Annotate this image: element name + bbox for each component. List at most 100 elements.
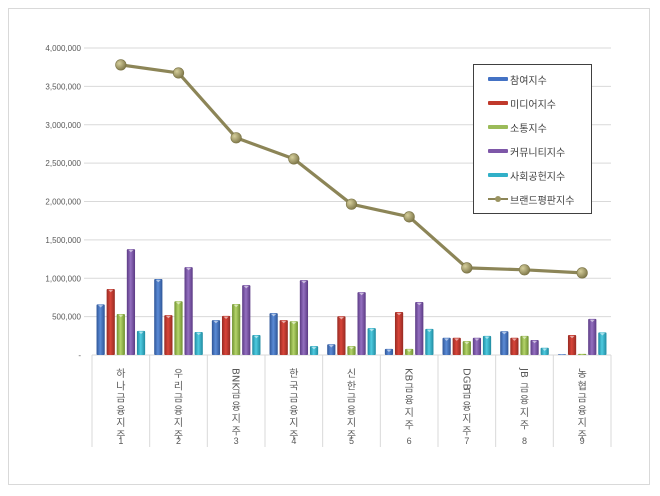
bar <box>136 330 146 355</box>
svg-text:JB: JB <box>518 367 529 378</box>
y-tick-label: 4,000,000 <box>45 44 81 53</box>
bar-cap <box>359 292 365 296</box>
bar-cap <box>128 249 134 253</box>
bar <box>482 335 492 355</box>
bar-cap <box>253 335 259 339</box>
legend-swatch-green <box>488 125 508 129</box>
legend-item-brand-reputation: 브랜드평판지수 <box>488 192 574 207</box>
bar-cap <box>301 280 307 284</box>
svg-text:BNK: BNK <box>230 368 241 389</box>
svg-text:금: 금 <box>347 393 356 405</box>
legend: 참여지수 미디어지수 소통지수 커뮤니티지수 사회공헌지수 브랜드평판지수 <box>473 64 592 214</box>
bar <box>425 328 434 355</box>
bar <box>520 335 529 355</box>
svg-text:융: 융 <box>520 395 529 407</box>
svg-text:DGB: DGB <box>460 368 471 390</box>
bar-cap <box>396 312 402 316</box>
x-category-number: 2 <box>176 436 181 446</box>
bar <box>289 321 298 355</box>
x-category-number: 6 <box>407 436 412 446</box>
line-marker <box>230 132 242 144</box>
bar-cap <box>233 304 239 308</box>
bar <box>567 335 577 355</box>
svg-text:하: 하 <box>116 367 125 380</box>
bar-cap <box>348 346 355 350</box>
bar <box>472 337 482 355</box>
bar <box>500 331 509 355</box>
legend-swatch-red <box>488 101 508 105</box>
y-tick-label: 2,000,000 <box>45 198 81 207</box>
svg-text:주: 주 <box>116 431 125 442</box>
bar-cap <box>501 332 507 335</box>
bar-cap <box>484 336 490 340</box>
legend-item-media: 미디어지수 <box>488 96 556 111</box>
bar <box>462 341 471 355</box>
bar-cap <box>138 331 144 335</box>
bar-cap <box>243 285 249 289</box>
svg-text:국: 국 <box>289 380 298 392</box>
legend-label: 미디어지수 <box>510 99 556 111</box>
x-category-number: 7 <box>464 436 469 446</box>
legend-item-participation: 참여지수 <box>488 72 547 87</box>
svg-text:융: 융 <box>405 395 414 407</box>
line-marker <box>288 153 300 165</box>
svg-text:주: 주 <box>289 431 298 442</box>
svg-text:금: 금 <box>174 393 183 405</box>
bar <box>588 318 597 355</box>
bar-cap <box>542 348 548 351</box>
bar-cap <box>464 341 470 345</box>
svg-text:융: 융 <box>289 405 298 417</box>
line-marker <box>403 211 415 223</box>
y-tick-label: 1,500,000 <box>45 236 81 245</box>
svg-text:금: 금 <box>116 393 125 405</box>
svg-text:리: 리 <box>174 380 183 392</box>
svg-text:지: 지 <box>174 417 183 429</box>
bar-cap <box>406 349 412 353</box>
bar-cap <box>155 279 161 283</box>
x-category-number: 8 <box>522 436 527 446</box>
bar <box>221 315 231 355</box>
bar-cap <box>599 333 605 336</box>
svg-text:융: 융 <box>347 405 356 417</box>
bar <box>164 315 173 355</box>
svg-text:KB: KB <box>403 368 414 382</box>
bar-cap <box>511 338 517 341</box>
bar <box>557 354 567 355</box>
bar <box>578 353 587 355</box>
bar-series <box>96 249 607 355</box>
y-tick-label: - <box>78 351 81 360</box>
bar-cap <box>369 328 375 332</box>
bar-cap <box>454 338 460 341</box>
svg-text:주: 주 <box>232 427 241 438</box>
svg-text:한: 한 <box>289 368 298 380</box>
bar-cap <box>532 340 538 344</box>
svg-text:금: 금 <box>232 389 241 401</box>
bar <box>367 328 376 355</box>
svg-text:융: 융 <box>116 405 125 417</box>
bar-cap <box>474 338 480 341</box>
line-marker <box>461 262 473 274</box>
svg-text:주: 주 <box>405 420 414 431</box>
legend-item-social-contribution: 사회공헌지수 <box>488 168 565 183</box>
bar-cap <box>281 320 287 324</box>
bar <box>194 331 203 355</box>
bar <box>279 320 288 355</box>
bar <box>598 332 607 355</box>
y-tick-label: 3,500,000 <box>45 82 81 91</box>
bar-cap <box>175 302 182 305</box>
bar <box>174 301 183 355</box>
svg-text:융: 융 <box>174 405 183 417</box>
bar <box>309 346 319 355</box>
bar-cap <box>196 332 202 336</box>
bar-cap <box>426 329 432 333</box>
y-tick-label: 3,000,000 <box>45 121 81 130</box>
bar <box>184 267 193 355</box>
bar-cap <box>386 349 392 353</box>
svg-text:지: 지 <box>116 417 125 429</box>
bar-cap <box>165 315 171 319</box>
y-tick-label: 500,000 <box>52 313 81 322</box>
svg-text:신: 신 <box>347 368 356 380</box>
svg-text:금: 금 <box>405 382 414 394</box>
bar <box>252 335 261 355</box>
